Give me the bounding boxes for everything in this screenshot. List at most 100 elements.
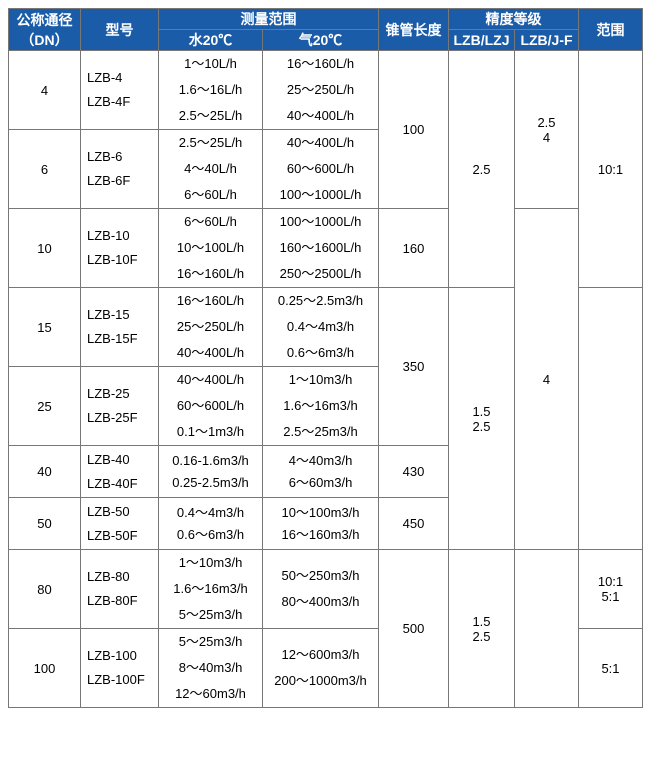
range-value: 16～160L/h	[159, 288, 262, 314]
cell-prec1: 1.5 2.5	[449, 550, 515, 708]
model-label: LZB-40F	[87, 472, 158, 496]
range-value: 1.6～16m3/h	[159, 576, 262, 602]
range-value: 0.1～1m3/h	[159, 419, 262, 445]
range-value: 2.5～25L/h	[159, 130, 262, 156]
range-value: 10～100L/h	[159, 235, 262, 261]
model-label: LZB-80F	[87, 589, 158, 613]
cell-gas: 40～400L/h 60～600L/h 100～1000L/h	[263, 130, 379, 209]
range-value: 0.6～6m3/h	[263, 340, 378, 366]
range-value: 6～60L/h	[159, 209, 262, 235]
model-label: LZB-15F	[87, 327, 158, 351]
model-label: LZB-6F	[87, 169, 158, 193]
model-label: LZB-100F	[87, 668, 158, 692]
cell-prec2: 2.5 4	[515, 51, 579, 209]
range-value: 12～60m3/h	[159, 681, 262, 707]
cell-model: LZB-40 LZB-40F	[81, 446, 159, 498]
cell-gas: 10～100m3/h 16～160m3/h	[263, 498, 379, 550]
range-value: 5～25m3/h	[159, 629, 262, 655]
hdr-meas: 测量范围	[159, 9, 379, 30]
model-label: LZB-25F	[87, 406, 158, 430]
cell-range	[579, 288, 643, 550]
prec-value: 4	[515, 130, 578, 145]
range-value: 250～2500L/h	[263, 261, 378, 287]
model-label: LZB-100	[87, 644, 158, 668]
model-label: LZB-4F	[87, 90, 158, 114]
range-value: 4～40m3/h	[263, 450, 378, 472]
model-label: LZB-4	[87, 66, 158, 90]
range-value: 4～40L/h	[159, 156, 262, 182]
range-value: 0.25～2.5m3/h	[263, 288, 378, 314]
model-label: LZB-10	[87, 224, 158, 248]
cell-len: 450	[379, 498, 449, 550]
hdr-model: 型号	[81, 9, 159, 51]
range-value: 40～400L/h	[159, 367, 262, 393]
range-value: 25～250L/h	[159, 314, 262, 340]
range-value: 5:1	[579, 589, 642, 604]
cell-gas: 50～250m3/h 80～400m3/h	[263, 550, 379, 629]
range-value: 60～600L/h	[159, 393, 262, 419]
range-value: 6～60L/h	[159, 182, 262, 208]
cell-dn: 4	[9, 51, 81, 130]
cell-dn: 40	[9, 446, 81, 498]
range-value: 0.4～4m3/h	[159, 502, 262, 524]
model-label: LZB-50F	[87, 524, 158, 548]
hdr-dn: 公称通径（DN）	[9, 9, 81, 51]
range-value: 100～1000L/h	[263, 182, 378, 208]
cell-model: LZB-80 LZB-80F	[81, 550, 159, 629]
cell-prec2: 4	[515, 209, 579, 550]
prec-value: 1.5	[449, 614, 514, 629]
range-value: 16～160L/h	[263, 51, 378, 77]
prec-value: 2.5	[449, 629, 514, 644]
cell-dn: 80	[9, 550, 81, 629]
range-value: 40～400L/h	[263, 103, 378, 129]
cell-gas: 4～40m3/h 6～60m3/h	[263, 446, 379, 498]
table-row: 4 LZB-4 LZB-4F 1～10L/h 1.6～16L/h 2.5～25L…	[9, 51, 643, 130]
range-value: 12～600m3/h	[263, 642, 378, 668]
range-value: 80～400m3/h	[263, 589, 378, 615]
range-value: 200～1000m3/h	[263, 668, 378, 694]
cell-water: 1～10m3/h 1.6～16m3/h 5～25m3/h	[159, 550, 263, 629]
table-row: 10 LZB-10 LZB-10F 6～60L/h 10～100L/h 16～1…	[9, 209, 643, 288]
range-value: 1～10L/h	[159, 51, 262, 77]
cell-gas: 1～10m3/h 1.6～16m3/h 2.5～25m3/h	[263, 367, 379, 446]
prec-value: 2.5	[515, 115, 578, 130]
range-value: 16～160m3/h	[263, 524, 378, 546]
cell-water: 1～10L/h 1.6～16L/h 2.5～25L/h	[159, 51, 263, 130]
hdr-gas: 气20℃	[263, 30, 379, 51]
cell-model: LZB-6 LZB-6F	[81, 130, 159, 209]
range-value: 40～400L/h	[159, 340, 262, 366]
cell-gas: 16～160L/h 25～250L/h 40～400L/h	[263, 51, 379, 130]
cell-water: 16～160L/h 25～250L/h 40～400L/h	[159, 288, 263, 367]
cell-dn: 6	[9, 130, 81, 209]
hdr-range: 范围	[579, 9, 643, 51]
range-value: 1.6～16L/h	[159, 77, 262, 103]
cell-len: 430	[379, 446, 449, 498]
cell-model: LZB-15 LZB-15F	[81, 288, 159, 367]
range-value: 100～1000L/h	[263, 209, 378, 235]
range-value: 50～250m3/h	[263, 563, 378, 589]
hdr-water: 水20℃	[159, 30, 263, 51]
range-value: 0.16-1.6m3/h	[159, 450, 262, 472]
range-value: 60～600L/h	[263, 156, 378, 182]
cell-water: 6～60L/h 10～100L/h 16～160L/h	[159, 209, 263, 288]
range-value: 0.25-2.5m3/h	[159, 472, 262, 494]
cell-model: LZB-4 LZB-4F	[81, 51, 159, 130]
range-value: 16～160L/h	[159, 261, 262, 287]
cell-dn: 50	[9, 498, 81, 550]
range-value: 1～10m3/h	[159, 550, 262, 576]
hdr-p1: LZB/LZJ	[449, 30, 515, 51]
cell-range: 10:1	[579, 51, 643, 288]
range-value: 0.4～4m3/h	[263, 314, 378, 340]
table-body: 4 LZB-4 LZB-4F 1～10L/h 1.6～16L/h 2.5～25L…	[9, 51, 643, 708]
table-row: 80 LZB-80 LZB-80F 1～10m3/h 1.6～16m3/h 5～…	[9, 550, 643, 629]
cell-dn: 25	[9, 367, 81, 446]
table-header: 公称通径（DN） 型号 测量范围 锥管长度 精度等级 范围 水20℃ 气20℃ …	[9, 9, 643, 51]
cell-len: 100	[379, 51, 449, 209]
cell-model: LZB-10 LZB-10F	[81, 209, 159, 288]
cell-water: 40～400L/h 60～600L/h 0.1～1m3/h	[159, 367, 263, 446]
prec-value: 1.5	[449, 404, 514, 419]
cell-prec1: 1.5 2.5	[449, 288, 515, 550]
cell-model: LZB-25 LZB-25F	[81, 367, 159, 446]
cell-gas: 0.25～2.5m3/h 0.4～4m3/h 0.6～6m3/h	[263, 288, 379, 367]
range-value: 5～25m3/h	[159, 602, 262, 628]
